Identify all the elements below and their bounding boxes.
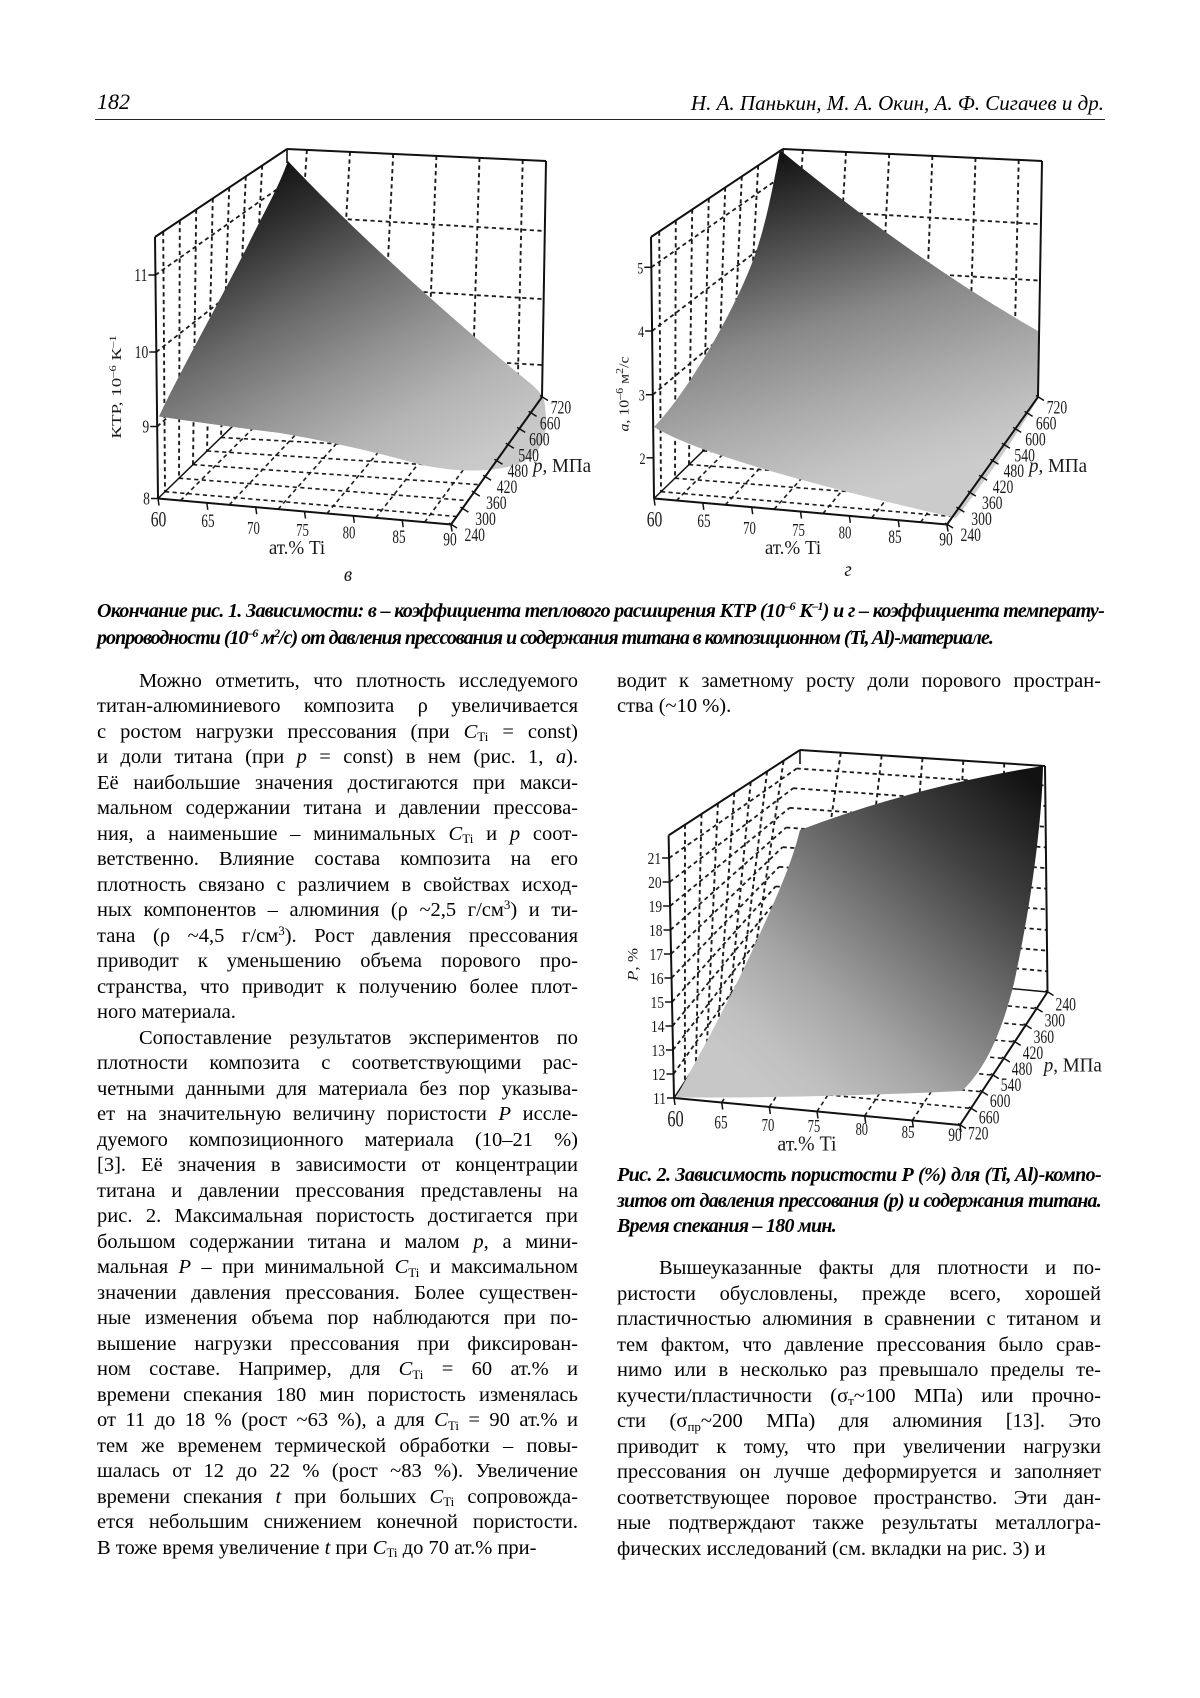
svg-text:420: 420 <box>1023 1042 1044 1064</box>
svg-text:20: 20 <box>648 875 662 892</box>
svg-text:80: 80 <box>856 1120 868 1140</box>
svg-text:720: 720 <box>551 396 572 418</box>
svg-text:420: 420 <box>993 476 1014 498</box>
svg-text:420: 420 <box>497 476 518 498</box>
svg-text:г: г <box>844 558 852 581</box>
svg-text:3: 3 <box>639 388 645 405</box>
svg-text:5: 5 <box>637 261 643 278</box>
svg-text:12: 12 <box>652 1067 666 1084</box>
svg-text:85: 85 <box>888 528 901 548</box>
svg-text:18: 18 <box>649 923 663 940</box>
svg-text:70: 70 <box>743 519 756 539</box>
svg-text:11: 11 <box>653 1091 666 1108</box>
svg-text:60: 60 <box>647 508 663 532</box>
svg-text:480: 480 <box>1012 1058 1033 1080</box>
svg-text:P, %: P, % <box>626 948 642 982</box>
svg-text:480: 480 <box>1004 460 1025 482</box>
svg-text:65: 65 <box>697 512 710 532</box>
svg-text:90: 90 <box>939 528 952 550</box>
svg-text:720: 720 <box>968 1122 989 1144</box>
svg-text:360: 360 <box>486 492 507 514</box>
svg-text:60: 60 <box>151 508 167 532</box>
svg-text:240: 240 <box>1056 993 1077 1015</box>
svg-text:300: 300 <box>1045 1009 1066 1031</box>
svg-text:360: 360 <box>1034 1026 1055 1048</box>
svg-text:360: 360 <box>982 492 1003 514</box>
svg-text:85: 85 <box>392 528 405 548</box>
svg-text:70: 70 <box>247 519 260 539</box>
svg-text:480: 480 <box>508 460 529 482</box>
svg-text:600: 600 <box>529 428 550 450</box>
svg-text:540: 540 <box>1001 1074 1022 1096</box>
svg-text:75: 75 <box>296 521 309 541</box>
svg-text:10: 10 <box>135 344 149 363</box>
svg-text:300: 300 <box>971 508 992 530</box>
svg-text:75: 75 <box>792 521 805 541</box>
svg-text:14: 14 <box>651 1019 665 1036</box>
svg-text:9: 9 <box>142 418 149 437</box>
svg-text:19: 19 <box>649 899 663 916</box>
svg-text:8: 8 <box>143 490 150 509</box>
svg-text:80: 80 <box>343 524 356 544</box>
svg-text:70: 70 <box>762 1116 775 1136</box>
svg-text:660: 660 <box>979 1106 1000 1128</box>
svg-text:540: 540 <box>518 444 539 466</box>
svg-text:660: 660 <box>540 412 561 434</box>
svg-text:540: 540 <box>1014 444 1035 466</box>
svg-text:ат.% Ti: ат.% Ti <box>777 1133 836 1156</box>
svg-text:16: 16 <box>650 971 664 988</box>
svg-text:ат.% Ti: ат.% Ti <box>269 538 326 560</box>
svg-text:13: 13 <box>651 1043 665 1060</box>
svg-text:15: 15 <box>650 995 664 1012</box>
svg-text:600: 600 <box>990 1090 1011 1112</box>
svg-text:11: 11 <box>134 267 147 286</box>
svg-text:660: 660 <box>1036 412 1057 434</box>
svg-text:60: 60 <box>667 1107 683 1132</box>
svg-text:p, МПа: p, МПа <box>1027 455 1087 477</box>
svg-text:a, 10–6 м2/с: a, 10–6 м2/с <box>615 356 632 432</box>
svg-text:65: 65 <box>201 512 214 532</box>
svg-text:90: 90 <box>948 1124 961 1146</box>
svg-text:720: 720 <box>1047 396 1068 418</box>
svg-text:в: в <box>344 563 353 586</box>
svg-text:4: 4 <box>638 325 644 342</box>
svg-text:600: 600 <box>1025 428 1046 450</box>
svg-text:85: 85 <box>902 1123 915 1143</box>
svg-text:240: 240 <box>961 524 982 546</box>
svg-text:21: 21 <box>648 851 662 868</box>
svg-text:17: 17 <box>649 947 663 964</box>
svg-text:65: 65 <box>714 1114 727 1134</box>
svg-text:p, МПа: p, МПа <box>1042 1055 1102 1077</box>
svg-text:240: 240 <box>465 524 486 546</box>
svg-text:80: 80 <box>839 524 852 544</box>
svg-text:КТР, 10–6 К–1: КТР, 10–6 К–1 <box>109 335 125 438</box>
svg-text:ат.% Ti: ат.% Ti <box>765 538 822 560</box>
svg-text:2: 2 <box>639 452 645 469</box>
svg-text:p, МПа: p, МПа <box>531 455 591 477</box>
svg-text:90: 90 <box>443 528 456 550</box>
svg-text:75: 75 <box>808 1117 820 1137</box>
svg-text:300: 300 <box>475 508 496 530</box>
